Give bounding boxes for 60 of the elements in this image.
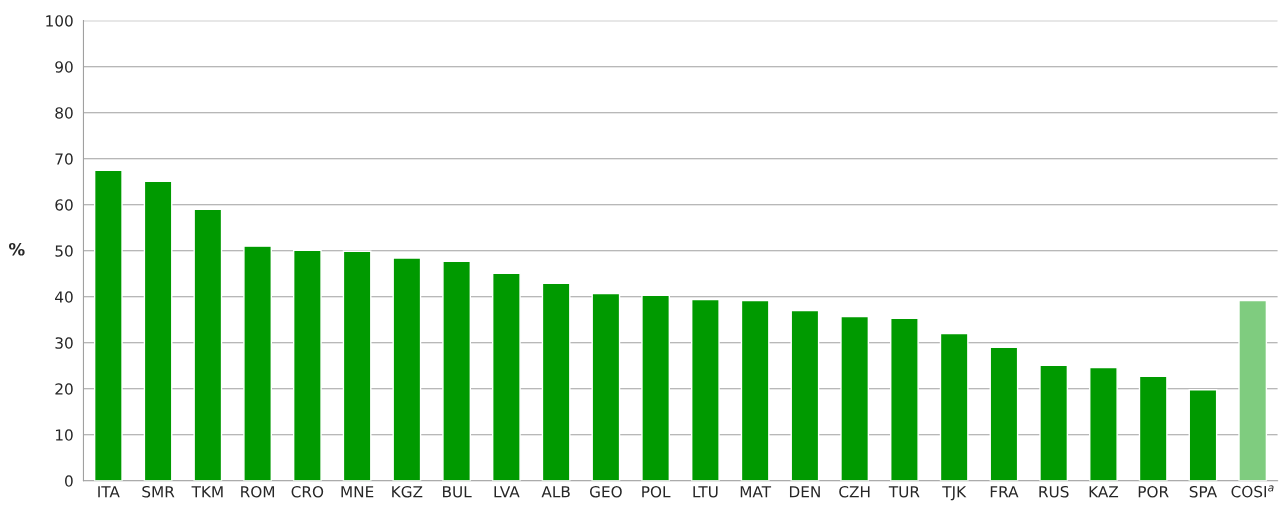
x-tick-label: TKM [191, 486, 223, 498]
x-tick-label: RUS [1039, 485, 1069, 498]
x-tick-label: ROM [241, 485, 275, 498]
bar [93, 169, 123, 481]
y-tick-label: 30 [55, 337, 73, 349]
bar [442, 260, 472, 481]
y-tick-label: 70 [55, 153, 73, 165]
x-tick-label: MNE [341, 486, 374, 498]
x-tick-label: DEN [789, 486, 820, 498]
bar [1089, 366, 1118, 481]
x-tick-label: LVA [494, 486, 520, 498]
x-tick-label: POR [1138, 485, 1169, 498]
y-tick-label: 80 [55, 107, 73, 119]
x-tick-label: POL [642, 485, 671, 498]
bar [1188, 389, 1218, 481]
x-tick-label: GEO [589, 485, 622, 498]
y-tick-label: 50 [55, 245, 73, 257]
bar [989, 346, 1019, 481]
bar [740, 299, 770, 481]
bar [691, 298, 720, 481]
y-tick-label: 40 [55, 291, 73, 303]
bar [1138, 375, 1168, 481]
y-axis-title: % [8, 242, 25, 256]
bar [491, 272, 521, 481]
y-tick-label: 10 [55, 429, 73, 441]
x-tick-label: TJK [942, 486, 967, 501]
x-tick-label: ALB [541, 486, 570, 498]
x-tick-label: FRA [990, 486, 1019, 498]
bar [890, 317, 919, 481]
x-tick-label: CZH [839, 485, 870, 498]
bar [641, 294, 671, 481]
bar [840, 315, 870, 481]
bar [292, 249, 322, 481]
x-tick-label: BUL [443, 486, 472, 498]
bar [541, 282, 571, 481]
x-tick-label: SMR [142, 485, 175, 498]
bar [392, 257, 422, 481]
bar [1039, 364, 1069, 481]
y-tick-label: 20 [55, 383, 73, 395]
x-tick-label: COSI$^{a}$ [1231, 485, 1274, 498]
x-tick-label: KAZ [1089, 486, 1119, 498]
y-tick-label: 100 [46, 15, 73, 27]
x-tick-label: TUR [888, 486, 920, 498]
bar [1238, 299, 1268, 481]
bar [243, 245, 272, 481]
bar [939, 332, 969, 481]
y-tick-label: 90 [55, 61, 73, 73]
x-tick-label: CRO [291, 485, 324, 498]
bar [342, 250, 372, 481]
y-tick-label: 60 [55, 199, 73, 211]
bar [143, 180, 173, 481]
x-tick-label: SPA [1189, 485, 1218, 498]
bar [591, 292, 621, 481]
y-tick-label: 0 [65, 475, 73, 487]
bar [790, 309, 820, 481]
x-tick-label: MAT [740, 486, 772, 498]
x-tick-label: LTU [693, 486, 718, 498]
x-tick-label: KGZ [392, 485, 423, 498]
x-tick-label: ITA [98, 486, 120, 498]
bar [193, 208, 223, 481]
